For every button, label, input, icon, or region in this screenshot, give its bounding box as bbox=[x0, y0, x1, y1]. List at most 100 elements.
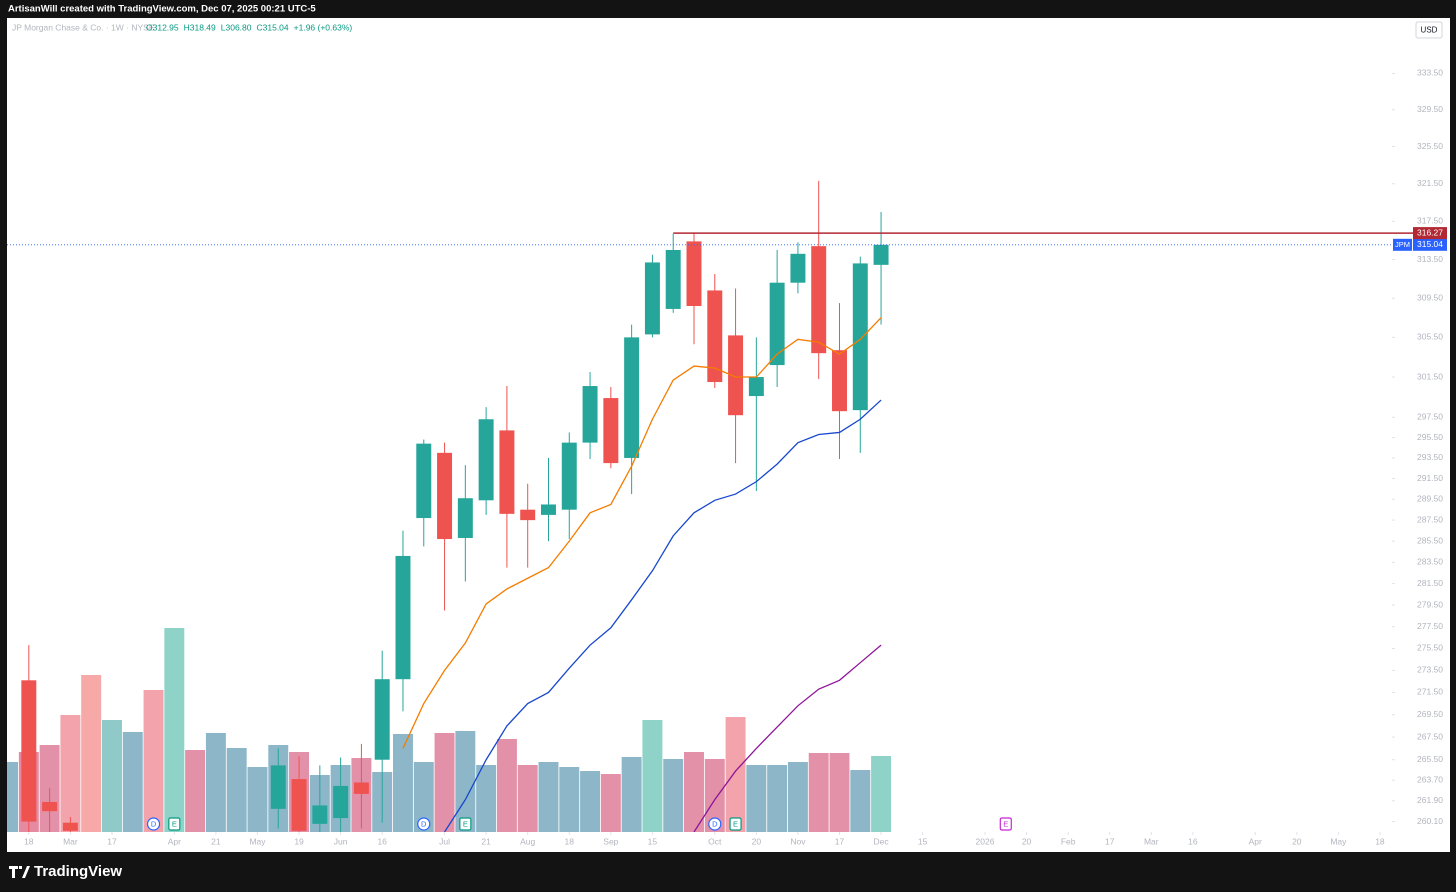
x-tick-label: Apr bbox=[168, 836, 181, 846]
x-tick-label: Sep bbox=[603, 836, 618, 846]
volume-bar bbox=[684, 752, 704, 832]
logo: TradingView bbox=[9, 863, 122, 880]
volume-bar bbox=[746, 765, 767, 832]
volume-bar bbox=[7, 762, 19, 832]
y-tick-label: 325.50 bbox=[1417, 141, 1443, 151]
ohlc-value: L306.80 bbox=[221, 22, 252, 32]
volume-bar bbox=[122, 732, 143, 832]
volume-bar bbox=[496, 739, 517, 832]
ma-line bbox=[693, 644, 882, 832]
candle-body bbox=[478, 419, 494, 501]
credit: ArtisanWill created with TradingView.com… bbox=[8, 4, 316, 15]
y-tick-label: 273.50 bbox=[1417, 665, 1443, 675]
volume-bar bbox=[663, 759, 684, 832]
candle-body bbox=[644, 262, 660, 335]
volume-bar bbox=[580, 771, 601, 832]
y-tick-label: 321.50 bbox=[1417, 178, 1443, 188]
volume-bar bbox=[621, 757, 642, 832]
volume-bar bbox=[600, 774, 621, 832]
volume-bar bbox=[538, 762, 559, 832]
resistance-box bbox=[1413, 227, 1447, 240]
volume-bar bbox=[413, 762, 434, 832]
x-tick-label: Apr bbox=[1249, 836, 1262, 846]
x-tick-label: 17 bbox=[1105, 836, 1115, 846]
candle-body bbox=[582, 386, 598, 443]
x-tick-label: May bbox=[249, 836, 266, 846]
y-tick-label: 309.50 bbox=[1417, 292, 1443, 302]
y-tick-label: 317.50 bbox=[1417, 216, 1443, 226]
x-tick-label: 18 bbox=[24, 836, 34, 846]
logo-icon bbox=[9, 866, 30, 878]
x-tick-label: Oct bbox=[708, 836, 722, 846]
volume-bar bbox=[81, 675, 102, 832]
x-tick-label: 18 bbox=[1375, 836, 1385, 846]
y-tick-label: 287.50 bbox=[1417, 514, 1443, 524]
y-tick-label: 271.50 bbox=[1417, 687, 1443, 697]
y-tick-label: 269.50 bbox=[1417, 709, 1443, 719]
event-label: E bbox=[1003, 819, 1008, 828]
x-tick-label: 16 bbox=[377, 836, 387, 846]
volume-bar bbox=[455, 731, 476, 832]
y-tick-label: 281.50 bbox=[1417, 578, 1443, 588]
x-tick-label: 2026 bbox=[976, 836, 995, 846]
volume-bar bbox=[767, 765, 788, 832]
y-tick-label: 263.70 bbox=[1417, 774, 1443, 784]
candle-body bbox=[270, 765, 286, 809]
x-tick-label: Aug bbox=[520, 836, 535, 846]
y-tick-label: 261.90 bbox=[1417, 795, 1443, 805]
resistance-label: 316.27 bbox=[1417, 227, 1443, 237]
x-tick-label: 20 bbox=[1022, 836, 1032, 846]
volume-bar bbox=[850, 770, 871, 832]
plot-area bbox=[7, 18, 1450, 852]
candle-body bbox=[748, 377, 764, 397]
event-label: E bbox=[172, 819, 177, 828]
x-tick-label: May bbox=[1330, 836, 1347, 846]
y-tick-label: 275.50 bbox=[1417, 643, 1443, 653]
volume-bar bbox=[60, 715, 81, 832]
x-tick-label: 16 bbox=[1188, 836, 1198, 846]
candle-body bbox=[769, 282, 785, 366]
candle-body bbox=[603, 398, 619, 464]
candle-body bbox=[62, 822, 78, 831]
volume-bar bbox=[725, 717, 746, 832]
candle-body bbox=[520, 509, 536, 521]
candle-body bbox=[291, 779, 307, 831]
candle-body bbox=[561, 442, 577, 510]
candle-body bbox=[42, 801, 58, 812]
x-tick-label: 21 bbox=[211, 836, 221, 846]
event-label: D bbox=[421, 819, 427, 828]
event-marker bbox=[168, 817, 181, 831]
volume-bar bbox=[247, 767, 268, 832]
y-tick-label: 289.50 bbox=[1417, 494, 1443, 504]
candle-body bbox=[686, 241, 702, 307]
x-tick-label: 17 bbox=[835, 836, 845, 846]
x-tick-label: 17 bbox=[107, 836, 117, 846]
x-tick-label: 20 bbox=[752, 836, 762, 846]
ma-line bbox=[402, 317, 882, 749]
volume-bar bbox=[559, 767, 580, 832]
plot-layer bbox=[7, 180, 892, 832]
y-tick-label: 291.50 bbox=[1417, 473, 1443, 483]
event-label: E bbox=[463, 819, 468, 828]
y-tick-label: 265.50 bbox=[1417, 754, 1443, 764]
x-tick-label: Mar bbox=[63, 836, 78, 846]
x-tick-label: 15 bbox=[918, 836, 928, 846]
x-tick-label: Dec bbox=[874, 836, 890, 846]
candle-body bbox=[541, 504, 556, 515]
y-tick-label: 333.50 bbox=[1417, 68, 1443, 78]
volume-bar bbox=[787, 762, 808, 832]
volume-bar bbox=[517, 765, 538, 832]
ohlc-value: C315.04 bbox=[257, 22, 289, 32]
candle-body bbox=[374, 679, 390, 760]
x-tick-label: Jun bbox=[334, 836, 348, 846]
x-tick-label: 21 bbox=[481, 836, 491, 846]
volume-bar bbox=[226, 748, 247, 832]
volume-bar bbox=[808, 753, 829, 832]
x-tick-label: Mar bbox=[1144, 836, 1159, 846]
candle-body bbox=[312, 805, 328, 824]
currency: USD bbox=[1421, 26, 1438, 35]
candle-body bbox=[665, 249, 681, 309]
event-marker bbox=[708, 817, 722, 831]
y-tick-label: 301.50 bbox=[1417, 371, 1443, 381]
